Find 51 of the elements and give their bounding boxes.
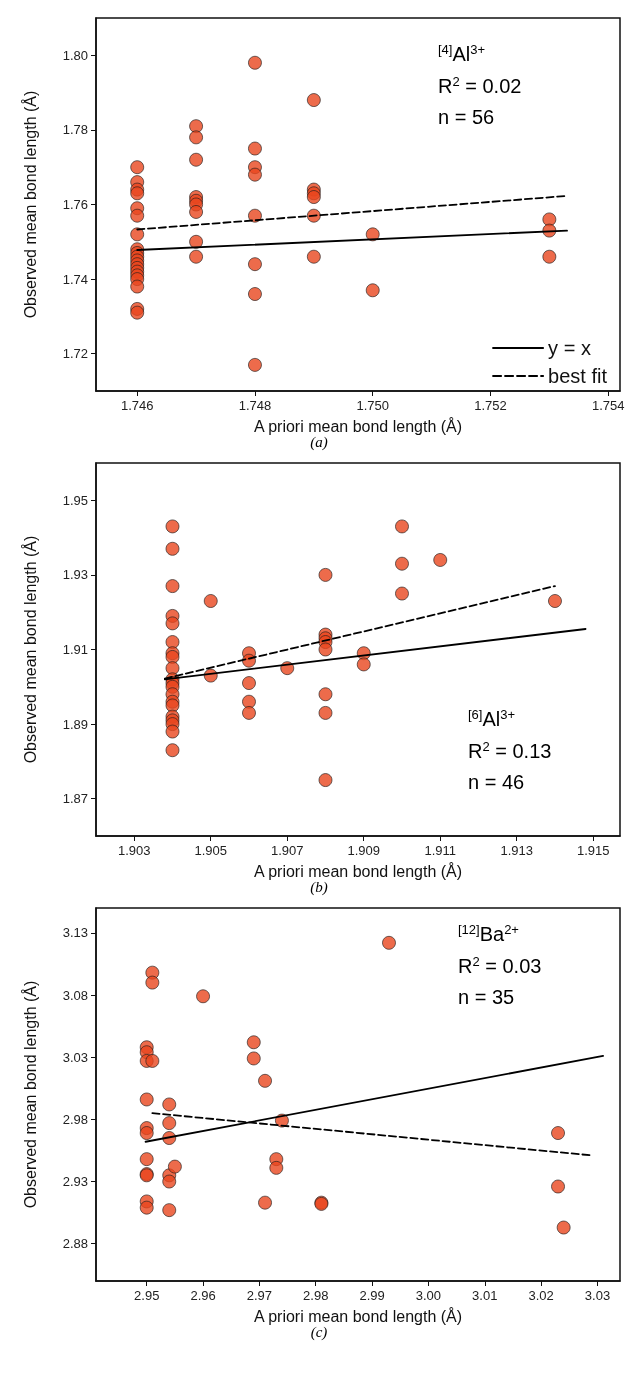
x-tick-label: 2.96 <box>190 1288 216 1303</box>
y-axis-title: Observed mean bond length (Å) <box>20 535 39 764</box>
y-tick-label: 1.95 <box>62 492 88 508</box>
y-tick-label: 1.76 <box>62 197 88 212</box>
y-tick-label: 3.13 <box>62 925 88 941</box>
x-tick-label: 3.01 <box>472 1288 498 1303</box>
x-tick-label: 1.748 <box>238 398 272 413</box>
y-tick-label: 1.93 <box>62 567 88 583</box>
x-axis-title: A priori mean bond length (Å) <box>253 416 463 435</box>
annotation: n = 56 <box>438 106 495 128</box>
y-axis-title: Observed mean bond length (Å) <box>20 980 39 1209</box>
x-tick-label: 1.754 <box>591 398 625 413</box>
legend-label: y = x <box>548 337 591 359</box>
y-tick-label: 2.88 <box>62 1236 88 1252</box>
annotation: n = 46 <box>468 771 525 793</box>
y-tick-label: 1.78 <box>62 122 88 138</box>
text: (a) <box>310 433 328 451</box>
x-tick-label: 1.750 <box>356 398 389 413</box>
x-tick-label: 1.909 <box>347 843 381 858</box>
x-tick-label: 2.95 <box>134 1288 160 1303</box>
x-tick-label: 1.911 <box>424 843 457 858</box>
annotation: n = 35 <box>458 986 515 1008</box>
x-tick-label: 1.905 <box>194 843 228 858</box>
x-tick-label: 1.907 <box>270 843 304 858</box>
x-axis-title: A priori mean bond length (Å) <box>253 1306 463 1325</box>
text: (b) <box>310 878 328 896</box>
x-tick-label: 3.02 <box>528 1288 554 1303</box>
y-axis-title: Observed mean bond length (Å) <box>20 90 39 319</box>
y-tick-label: 1.72 <box>62 346 88 362</box>
y-tick-label: 1.74 <box>62 271 88 287</box>
x-tick-label: 1.915 <box>576 843 610 858</box>
y-tick-label: 2.93 <box>62 1174 88 1190</box>
y-tick-label: 3.03 <box>62 1049 88 1065</box>
y-tick-label: 1.87 <box>62 791 88 807</box>
x-tick-label: 1.752 <box>474 398 507 413</box>
y-tick-label: 2.98 <box>62 1111 88 1127</box>
x-tick-label: 2.97 <box>246 1288 273 1303</box>
x-tick-label: 3.03 <box>584 1288 611 1303</box>
x-tick-label: 1.746 <box>120 398 154 413</box>
x-tick-label: 2.98 <box>303 1288 329 1303</box>
x-axis-title: A priori mean bond length (Å) <box>253 861 463 880</box>
x-tick-label: 2.99 <box>359 1288 385 1303</box>
x-tick-label: 3.00 <box>415 1288 442 1303</box>
legend-label: best fit <box>548 365 608 387</box>
x-tick-label: 1.903 <box>117 843 151 858</box>
y-tick-label: 1.89 <box>62 716 88 732</box>
text: (c) <box>310 1323 328 1341</box>
y-tick-label: 1.80 <box>62 47 88 63</box>
y-tick-label: 3.08 <box>62 987 88 1003</box>
y-tick-label: 1.91 <box>62 642 88 657</box>
x-tick-label: 1.913 <box>500 843 533 858</box>
